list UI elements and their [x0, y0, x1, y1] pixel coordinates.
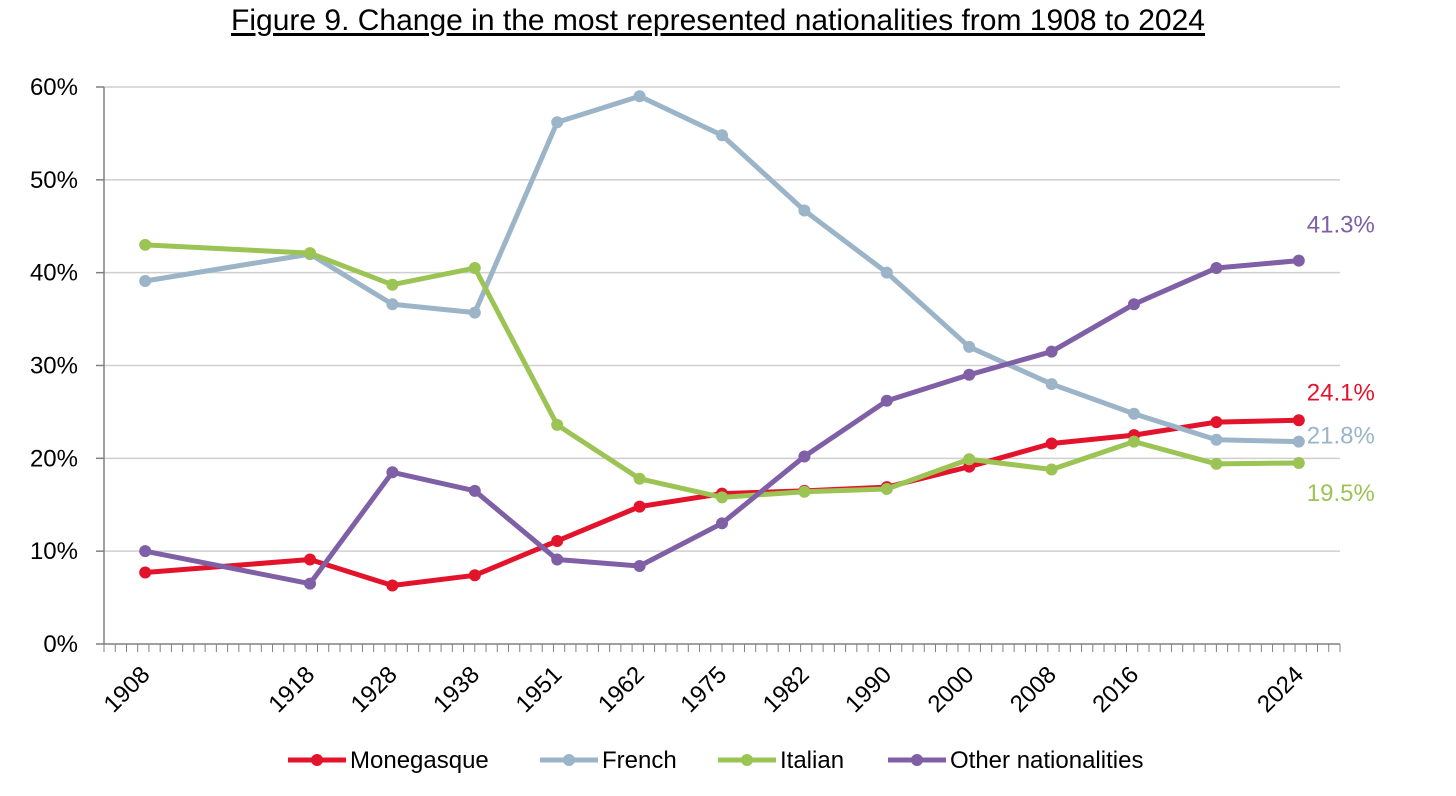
legend-marker-french — [563, 754, 575, 766]
series-line-french — [142, 93, 1302, 445]
data-point-french — [1210, 433, 1223, 446]
series-lines — [139, 90, 1305, 592]
data-point-other-nationalities — [304, 577, 316, 590]
x-tick-label: 2008 — [1005, 661, 1062, 718]
data-point-italian — [386, 278, 399, 291]
data-point-monegasque — [1210, 416, 1223, 429]
data-point-monegasque — [468, 569, 481, 582]
data-point-italian — [880, 482, 893, 495]
data-point-other-nationalities — [963, 368, 976, 381]
y-tick-label: 10% — [30, 538, 78, 565]
data-point-italian — [468, 262, 481, 275]
data-point-other-nationalities — [1292, 254, 1305, 267]
x-tick-label: 1982 — [758, 661, 815, 718]
data-point-monegasque — [139, 566, 152, 579]
end-labels: 24.1% 21.8% 19.5% 41.3% — [1307, 212, 1375, 507]
data-point-italian — [1292, 456, 1305, 469]
data-point-monegasque — [633, 500, 646, 513]
data-point-italian — [304, 247, 316, 260]
data-point-other-nationalities — [386, 466, 399, 479]
legend-marker-other-nationalities — [911, 754, 923, 766]
data-point-french — [1128, 407, 1140, 420]
data-point-italian — [1210, 457, 1223, 470]
legend-label-italian: Italian — [780, 747, 844, 774]
x-tick-label: 2024 — [1252, 661, 1309, 718]
x-tick-label: 2016 — [1087, 661, 1144, 718]
data-point-french — [1292, 435, 1305, 448]
series-line-italian — [142, 242, 1302, 500]
data-point-other-nationalities — [1128, 298, 1140, 311]
end-label: 24.1% — [1307, 379, 1375, 406]
data-point-other-nationalities — [798, 450, 811, 463]
x-tick-label: 1908 — [99, 661, 156, 718]
data-point-other-nationalities — [468, 484, 481, 497]
data-point-monegasque — [386, 579, 399, 592]
y-tick-label: 60% — [30, 74, 78, 101]
data-point-italian — [1045, 463, 1058, 476]
data-point-other-nationalities — [139, 545, 152, 558]
data-point-monegasque — [551, 534, 564, 547]
end-label: 21.8% — [1307, 423, 1375, 450]
x-tick-label: 1990 — [840, 661, 897, 718]
data-point-monegasque — [304, 553, 316, 566]
data-point-french — [716, 129, 728, 142]
series-line-other-nationalities — [142, 258, 1302, 587]
legend-marker-monegasque — [311, 754, 323, 766]
data-point-italian — [139, 238, 152, 251]
y-tick-label: 0% — [43, 631, 78, 658]
x-tick-label: 1938 — [428, 661, 485, 718]
data-point-other-nationalities — [1210, 262, 1223, 275]
data-point-french — [468, 306, 481, 319]
data-point-french — [386, 298, 399, 311]
x-tick-label: 1918 — [263, 661, 320, 718]
axes: 0% 10% 20% 30% 40% 50% 60% 1908 1918 1928 1938 1951… — [30, 74, 1341, 718]
data-point-french — [1045, 378, 1058, 391]
legend-label-monegasque: Monegasque — [350, 747, 489, 774]
data-point-french — [139, 275, 152, 288]
data-point-italian — [633, 472, 646, 485]
end-label: 19.5% — [1307, 480, 1375, 507]
x-tick-label: 1975 — [675, 661, 732, 718]
x-tick-label: 1951 — [511, 661, 568, 718]
end-label: 41.3% — [1307, 212, 1375, 239]
x-tick-label: 1962 — [593, 661, 650, 718]
y-tick-label: 20% — [30, 445, 78, 472]
data-point-other-nationalities — [1045, 345, 1058, 358]
data-point-french — [551, 116, 564, 129]
data-point-monegasque — [1292, 414, 1305, 427]
data-point-italian — [716, 491, 728, 504]
gridlines — [104, 86, 1340, 552]
legend-label-other-nationalities: Other nationalities — [950, 747, 1143, 774]
data-point-other-nationalities — [880, 394, 893, 407]
data-point-other-nationalities — [633, 560, 646, 573]
legend-marker-italian — [741, 754, 753, 766]
x-tick-label: 1928 — [346, 661, 403, 718]
legend: Monegasque French Italian Other nationaliti… — [288, 747, 1143, 774]
data-point-french — [963, 340, 976, 353]
data-point-italian — [1128, 435, 1140, 448]
y-tick-label: 40% — [30, 260, 78, 287]
x-tick-label: 2000 — [923, 661, 980, 718]
y-tick-label: 50% — [30, 167, 78, 194]
data-point-other-nationalities — [551, 553, 564, 566]
chart-title: Figure 9. Change in the most represented… — [231, 4, 1205, 37]
data-point-french — [633, 90, 646, 103]
data-point-italian — [551, 418, 564, 431]
data-point-french — [880, 266, 893, 279]
legend-label-french: French — [602, 747, 677, 774]
data-point-monegasque — [1045, 437, 1058, 450]
data-point-italian — [963, 453, 976, 466]
y-tick-label: 30% — [30, 353, 78, 380]
data-point-italian — [798, 485, 811, 498]
data-point-other-nationalities — [716, 517, 728, 530]
data-point-french — [798, 204, 811, 217]
